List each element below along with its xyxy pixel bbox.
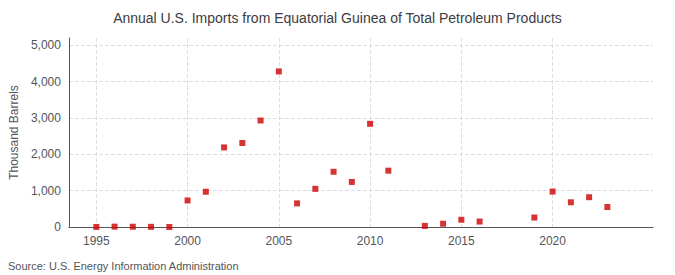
svg-text:3,000: 3,000 [31, 111, 61, 125]
svg-text:2005: 2005 [265, 234, 292, 248]
svg-text:1995: 1995 [83, 234, 110, 248]
svg-text:2010: 2010 [357, 234, 384, 248]
svg-text:Annual U.S. Imports from Equat: Annual U.S. Imports from Equatorial Guin… [113, 10, 562, 26]
svg-text:Source: U.S. Energy Informatio: Source: U.S. Energy Information Administ… [8, 260, 239, 272]
svg-text:Thousand Barrels: Thousand Barrels [7, 85, 21, 180]
svg-text:2,000: 2,000 [31, 147, 61, 161]
svg-text:2015: 2015 [448, 234, 475, 248]
svg-text:2020: 2020 [539, 234, 566, 248]
svg-text:1,000: 1,000 [31, 184, 61, 198]
svg-text:4,000: 4,000 [31, 75, 61, 89]
svg-text:2000: 2000 [174, 234, 201, 248]
svg-text:0: 0 [54, 220, 61, 234]
svg-text:5,000: 5,000 [31, 38, 61, 52]
